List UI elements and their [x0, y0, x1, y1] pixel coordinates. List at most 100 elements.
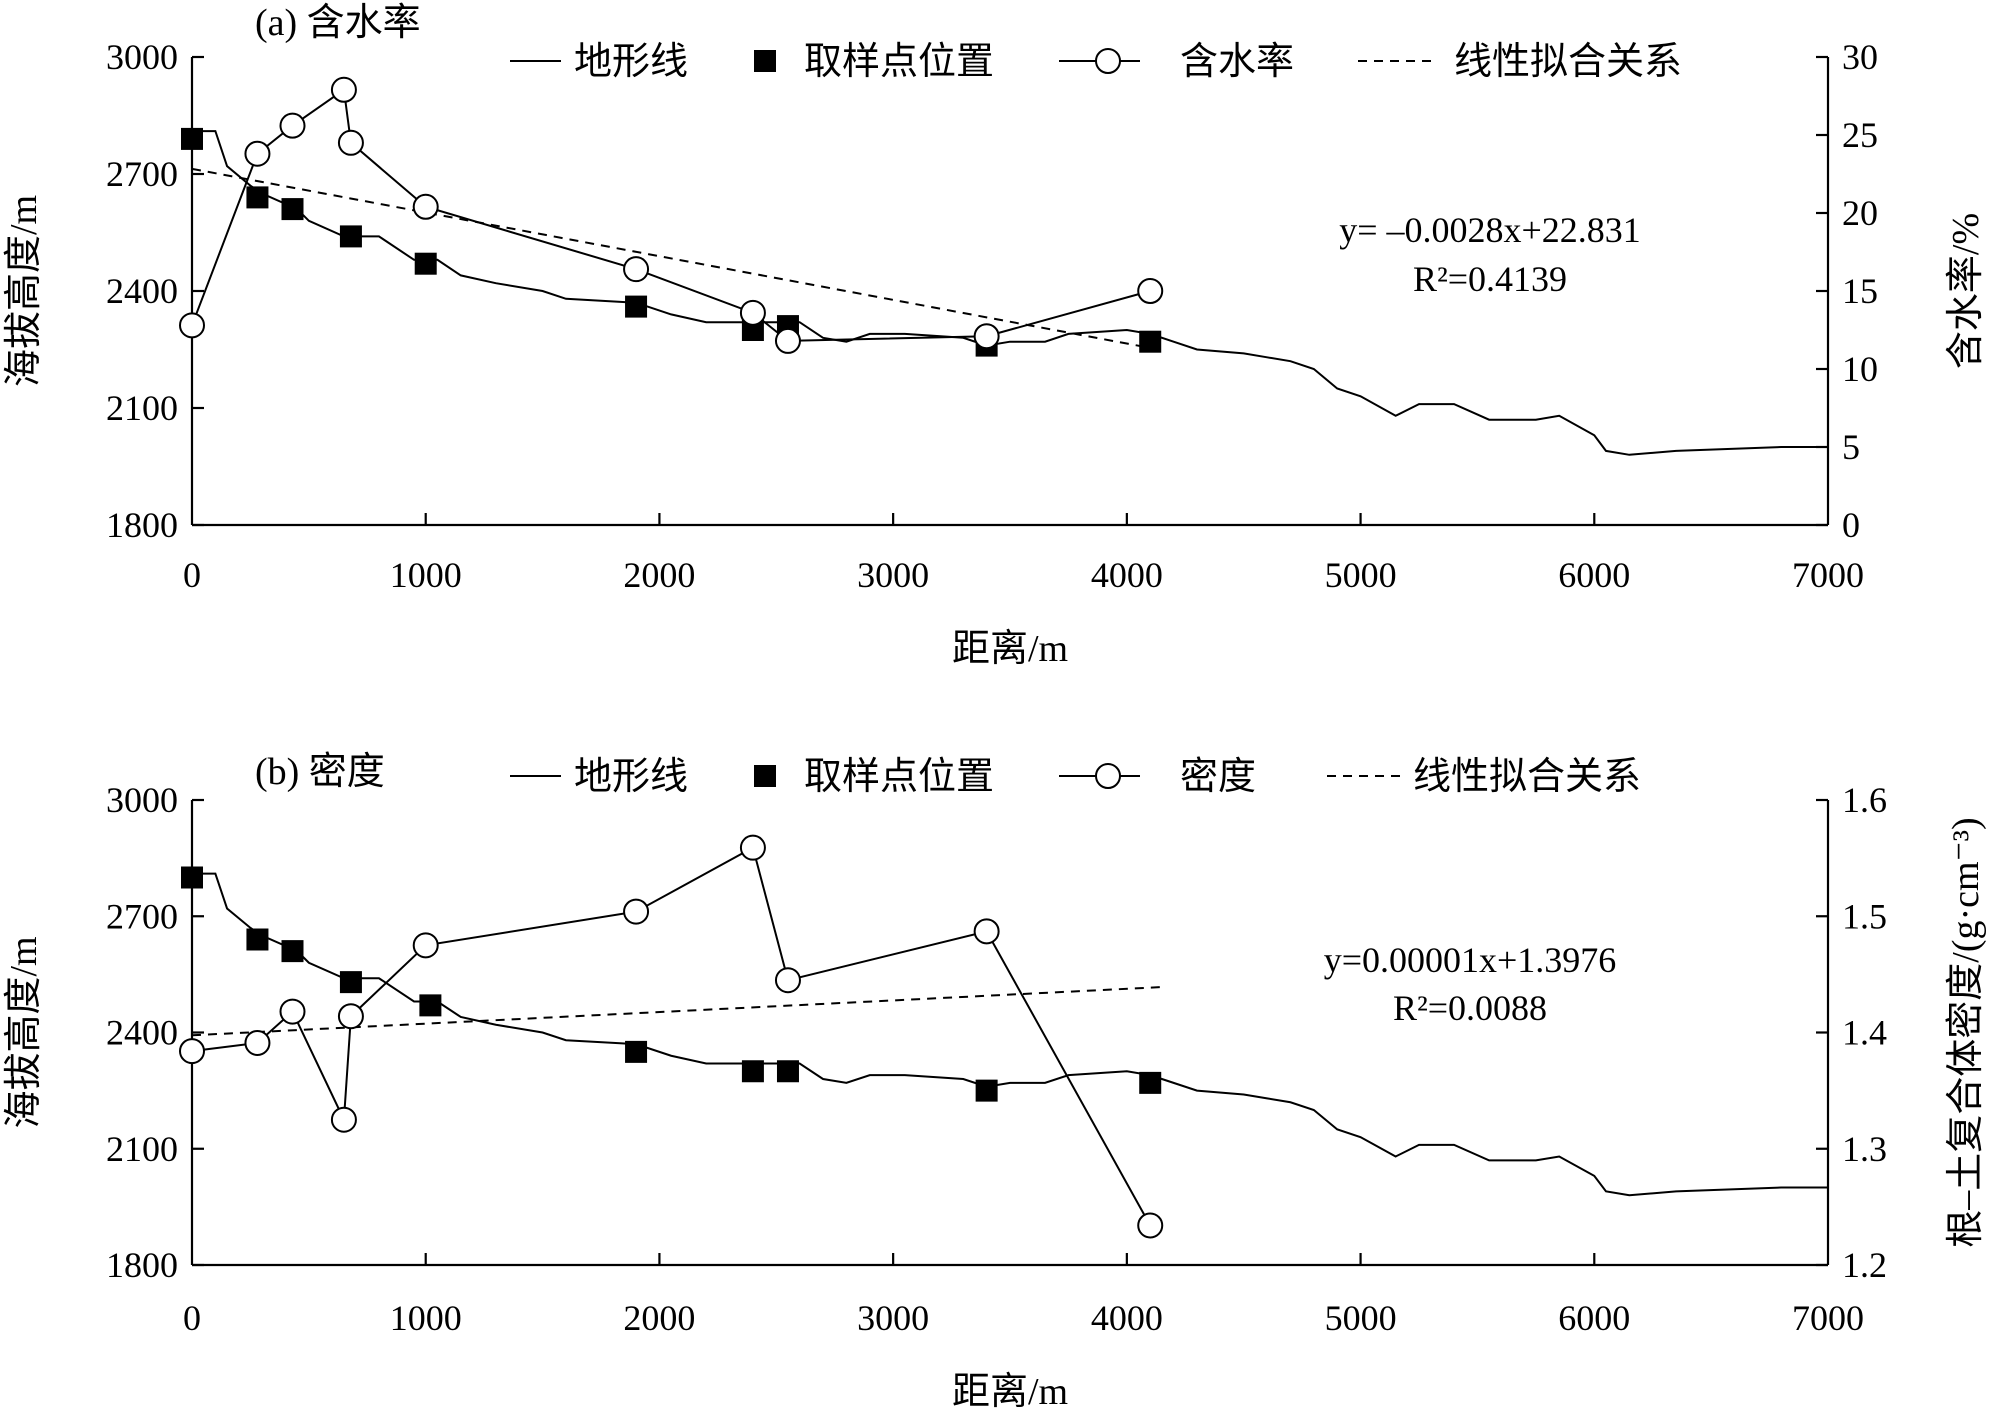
y2-tick-label: 1.2: [1842, 1245, 1887, 1285]
linear-fit-line: [191, 167, 1163, 352]
sample-point-marker: [246, 928, 269, 951]
legend-series-label: 密度: [1180, 756, 1256, 798]
y2-tick-label: 25: [1842, 115, 1878, 155]
legend-series-label: 含水率: [1180, 41, 1294, 83]
x-tick-label: 4000: [1091, 555, 1163, 595]
x-tick-label: 1000: [390, 555, 462, 595]
y-tick-label: 2100: [106, 388, 178, 428]
data-point: [623, 898, 650, 925]
data-point: [1137, 278, 1164, 304]
data-point: [973, 323, 1000, 350]
data-point: [774, 327, 801, 354]
y2-tick-label: 1.6: [1842, 780, 1887, 820]
y-axis-title: 海拔高度/m: [3, 195, 45, 387]
sample-point-marker: [281, 940, 304, 963]
x-tick-label: 4000: [1091, 1298, 1163, 1338]
sample-point-marker: [625, 1040, 648, 1063]
chart-moisture: 0 1000 2000 3000 4000 5000 6000 7000 1800 2100 240…: [3, 2, 1987, 670]
legend-terrain-label: 地形线: [574, 756, 688, 798]
sample-point-marker: [246, 186, 269, 209]
y2-tick-label: 20: [1842, 193, 1878, 233]
legend-sample-swatch: [754, 765, 776, 787]
chart-density: 0 1000 2000 3000 4000 5000 6000 7000 1800 2100 240…: [3, 751, 1987, 1413]
x-tick-label: 7000: [1792, 1298, 1864, 1338]
y-tick-label: 2100: [106, 1129, 178, 1169]
fit-equation: y= –0.0028x+22.831: [1339, 210, 1641, 250]
chart-title: (b) 密度: [255, 751, 385, 793]
y2-axis-title: 根–土复合体密度/(g·cm⁻³): [1945, 817, 1987, 1247]
y-tick-label: 3000: [106, 37, 178, 77]
y-tick-label: 2400: [106, 271, 178, 311]
x-tick-label: 7000: [1792, 555, 1864, 595]
data-point: [279, 112, 306, 139]
data-point: [412, 932, 439, 959]
y2-tick-label: 5: [1842, 427, 1860, 467]
data-point: [337, 1003, 364, 1030]
y2-tick-label: 1.5: [1842, 896, 1887, 936]
data-point: [1137, 1212, 1164, 1239]
legend-sample-label: 取样点位置: [804, 756, 994, 798]
data-point: [739, 299, 766, 326]
sample-point-marker: [339, 971, 362, 994]
data-point: [244, 1029, 271, 1056]
legend-sample-label: 取样点位置: [804, 41, 994, 83]
legend: 地形线 取样点位置 密度 线性拟合关系: [510, 756, 1641, 798]
x-tick-label: 6000: [1558, 1298, 1630, 1338]
x-tick-label: 2000: [623, 1298, 695, 1338]
y-tick-label: 2700: [106, 154, 178, 194]
x-tick-label: 6000: [1558, 555, 1630, 595]
data-point: [179, 1038, 205, 1065]
y2-tick-label: 1.3: [1842, 1129, 1887, 1169]
sample-point-marker: [281, 198, 304, 221]
legend-fit-label: 线性拟合关系: [1413, 756, 1641, 798]
data-point: [774, 967, 801, 994]
data-point: [739, 834, 766, 861]
sample-point-marker: [414, 252, 437, 275]
chart-title: (a) 含水率: [255, 2, 421, 44]
data-point: [412, 193, 439, 220]
legend-terrain-label: 地形线: [574, 41, 688, 83]
legend: 地形线 取样点位置 含水率 线性拟合关系: [510, 41, 1682, 83]
x-axis-title: 距离/m: [952, 1371, 1068, 1413]
sample-point-marker: [1139, 330, 1162, 353]
y-tick-label: 2400: [106, 1013, 178, 1053]
y2-tick-label: 1.4: [1842, 1013, 1887, 1053]
terrain-line: [192, 872, 1828, 1197]
y-tick-label: 2700: [106, 896, 178, 936]
series-line: [191, 87, 1151, 342]
data-point: [973, 918, 1000, 945]
y2-tick-label: 0: [1842, 505, 1860, 545]
series-line: [191, 846, 1152, 1226]
x-tick-label: 5000: [1325, 555, 1397, 595]
sample-point-marker: [339, 225, 362, 248]
fit-r-squared: R²=0.0088: [1393, 988, 1547, 1028]
x-tick-label: 3000: [857, 1298, 929, 1338]
x-tick-label: 0: [183, 555, 201, 595]
x-tick-label: 3000: [857, 555, 929, 595]
sample-point-marker: [741, 1060, 764, 1083]
sample-point-marker: [181, 866, 203, 889]
y2-tick-label: 30: [1842, 37, 1878, 77]
sample-point-marker: [1139, 1071, 1162, 1094]
data-point: [279, 998, 306, 1025]
legend-sample-swatch: [754, 50, 776, 72]
y-axis-title: 海拔高度/m: [3, 936, 45, 1128]
x-tick-label: 0: [183, 1298, 201, 1338]
y2-tick-label: 10: [1842, 349, 1878, 389]
data-point: [244, 140, 271, 167]
sample-point-marker: [625, 295, 648, 318]
data-point: [330, 76, 357, 103]
sample-point-marker: [181, 127, 203, 150]
sample-point-marker: [776, 1060, 799, 1083]
fit-equation: y=0.00001x+1.3976: [1324, 940, 1617, 980]
y-tick-label: 1800: [106, 1245, 178, 1285]
linear-fit-line: [191, 986, 1162, 1037]
y-tick-label: 1800: [106, 505, 178, 545]
legend-series-swatch-marker: [1095, 763, 1121, 789]
x-tick-label: 2000: [623, 555, 695, 595]
fit-r-squared: R²=0.4139: [1413, 259, 1567, 299]
x-axis-title: 距离/m: [952, 628, 1068, 670]
data-point: [179, 312, 205, 339]
y-tick-label: 3000: [106, 780, 178, 820]
